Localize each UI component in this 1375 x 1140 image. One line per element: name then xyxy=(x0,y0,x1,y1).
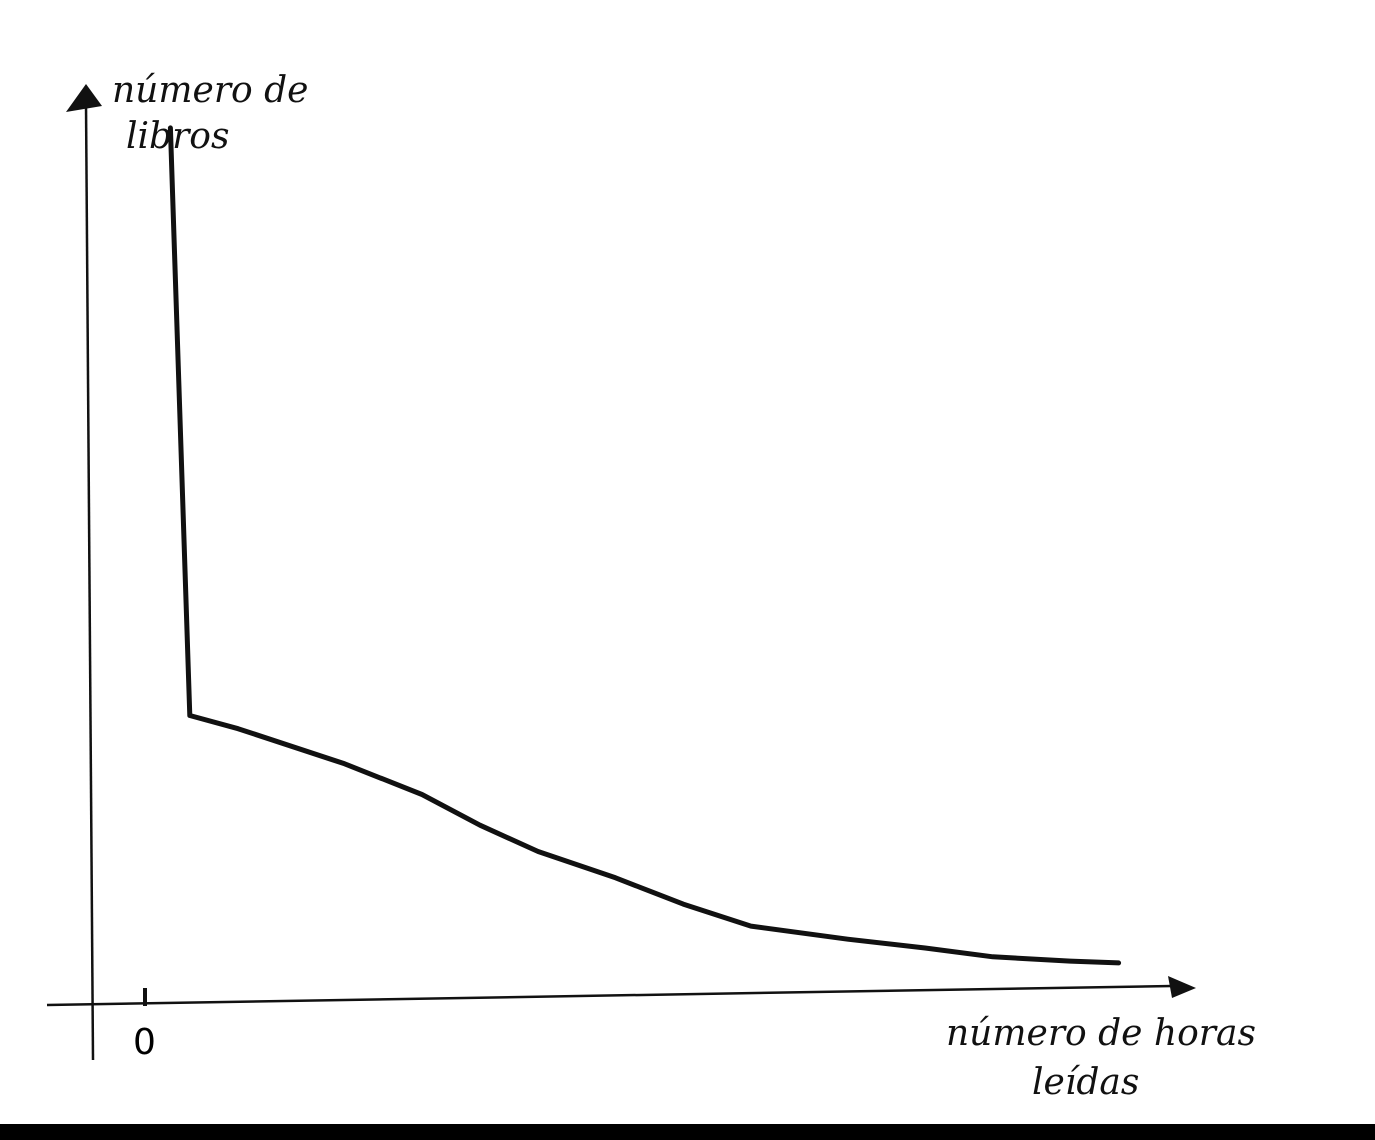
y-axis-arrowhead xyxy=(66,84,102,112)
x-axis xyxy=(46,984,1173,1007)
series-line xyxy=(167,125,1122,966)
x-axis-arrowhead xyxy=(1168,976,1196,998)
y-axis xyxy=(84,103,95,1061)
scan-edge xyxy=(0,1124,1375,1140)
y-axis-label-line1: número de xyxy=(112,70,309,111)
tick-label-0: 0 xyxy=(133,1022,156,1063)
x-axis-label-line2: leídas xyxy=(1032,1062,1139,1103)
y-axis-label-line2: libros xyxy=(126,116,229,157)
x-axis-label-line1: número de horas xyxy=(946,1013,1256,1054)
